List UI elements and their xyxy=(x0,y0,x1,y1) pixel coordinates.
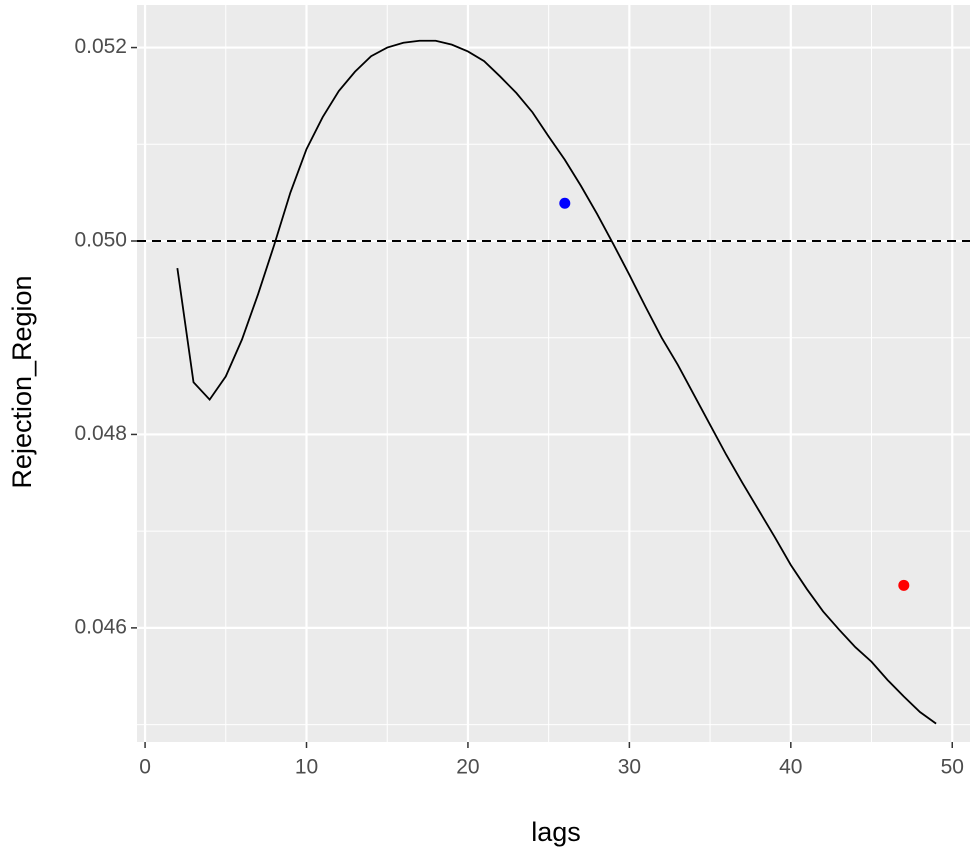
x-tick-label: 50 xyxy=(941,756,964,779)
y-tick-label: 0.052 xyxy=(74,35,127,58)
point xyxy=(559,197,571,209)
x-tick-label: 20 xyxy=(456,756,479,779)
x-tick-label: 40 xyxy=(779,756,802,779)
y-axis-title: Rejection_Region xyxy=(7,275,37,488)
line xyxy=(176,39,937,725)
x-tick-label: 30 xyxy=(618,756,641,779)
point xyxy=(898,579,910,591)
x-tick-label: 0 xyxy=(139,756,151,779)
x-axis-title: lags xyxy=(531,817,581,847)
y-tick-label: 0.048 xyxy=(74,422,127,445)
panel xyxy=(137,5,970,742)
x-tick-label: 10 xyxy=(295,756,318,779)
y-tick-label: 0.046 xyxy=(74,615,127,638)
y-tick-label: 0.050 xyxy=(74,229,127,252)
